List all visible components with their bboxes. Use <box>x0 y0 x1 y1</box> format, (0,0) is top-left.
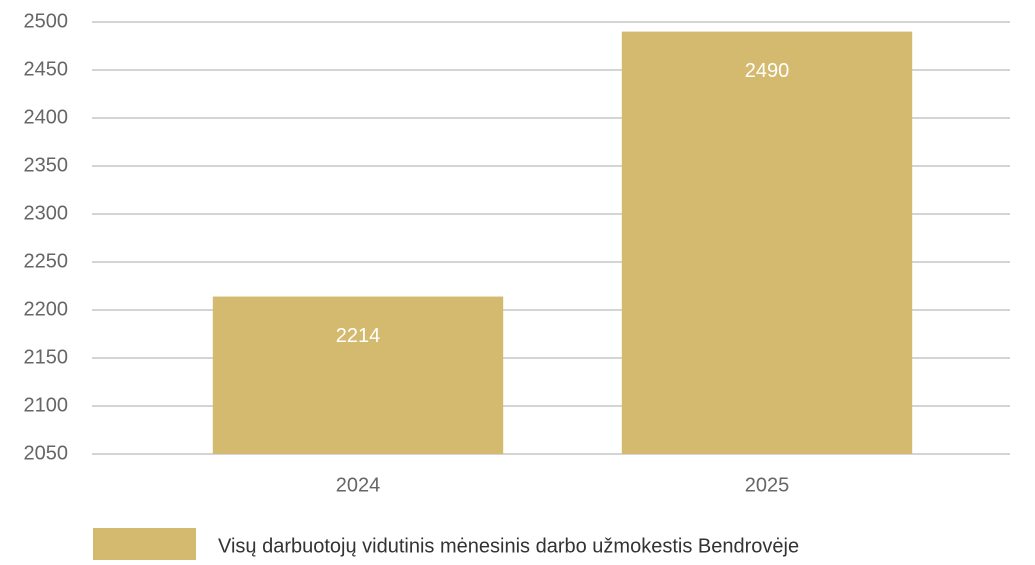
x-tick-label: 2024 <box>336 474 381 496</box>
y-tick-label: 2350 <box>24 154 69 176</box>
y-tick-label: 2100 <box>24 394 69 416</box>
y-tick-label: 2500 <box>24 10 69 32</box>
data-label: 2490 <box>745 60 790 82</box>
bar <box>212 296 504 454</box>
data-label: 2214 <box>336 325 381 347</box>
y-tick-label: 2450 <box>24 58 69 80</box>
x-tick-label: 2025 <box>745 474 790 496</box>
legend-label: Visų darbuotojų vidutinis mėnesinis darb… <box>218 535 799 557</box>
y-tick-label: 2250 <box>24 250 69 272</box>
bar <box>621 31 913 454</box>
y-tick-label: 2300 <box>24 202 69 224</box>
y-tick-label: 2400 <box>24 106 69 128</box>
y-tick-label: 2150 <box>24 346 69 368</box>
y-tick-label: 2050 <box>24 442 69 464</box>
y-tick-label: 2200 <box>24 298 69 320</box>
legend-swatch <box>93 528 196 565</box>
